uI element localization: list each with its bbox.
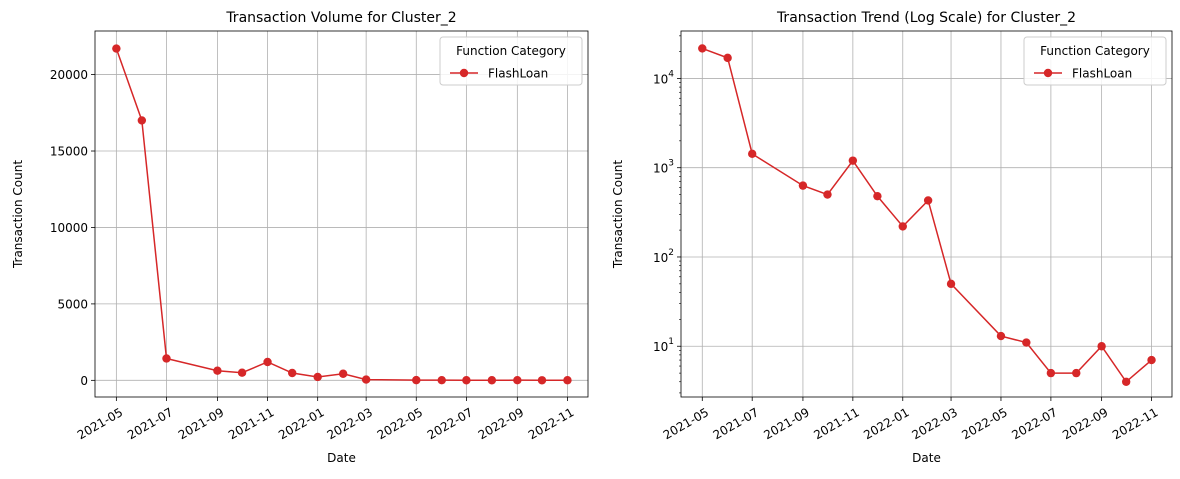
legend-title: Function Category: [456, 44, 566, 58]
data-point: [898, 222, 907, 231]
data-point: [162, 354, 171, 363]
data-point: [1072, 368, 1081, 378]
x-tick-label: 2022-01: [861, 405, 911, 442]
data-point: [361, 375, 371, 384]
data-point: [487, 376, 497, 385]
y-tick-label: 20000: [50, 68, 88, 82]
data-point: [698, 44, 707, 53]
legend-swatch-marker: [459, 68, 469, 78]
data-point: [462, 376, 471, 385]
y-tick-exponent: 3: [668, 159, 674, 169]
x-axis-label: Date: [327, 451, 356, 465]
x-tick-label: 2022-05: [375, 405, 425, 442]
x-tick-label: 2022-11: [1110, 405, 1160, 442]
x-tick-label: 2022-11: [526, 405, 576, 442]
y-tick-base: 10: [653, 72, 668, 86]
y-tick-label: 102: [653, 248, 674, 265]
data-point: [1046, 368, 1056, 378]
y-tick-label: 104: [653, 69, 674, 86]
data-point: [946, 279, 956, 289]
y-tick-label: 0: [80, 374, 88, 388]
data-point: [996, 331, 1006, 341]
y-tick-label: 10000: [50, 221, 88, 235]
x-tick-label: 2022-03: [325, 405, 375, 442]
x-tick-label: 2021-11: [811, 405, 861, 442]
data-point: [137, 116, 147, 125]
x-tick-label: 2021-07: [125, 405, 175, 442]
data-point: [513, 375, 522, 385]
x-tick-label: 2021-09: [761, 405, 811, 442]
legend-entry-label: FlashLoan: [488, 67, 548, 81]
data-point: [112, 44, 121, 53]
x-tick-label: 2022-09: [476, 405, 526, 442]
y-tick-label: 15000: [50, 145, 88, 159]
y-tick-label: 5000: [57, 297, 88, 311]
x-tick-label: 2021-07: [711, 405, 761, 442]
plot-frame: [680, 30, 1173, 398]
y-tick-exponent: 1: [668, 337, 674, 347]
y-axis-label: Transaction Count: [611, 160, 625, 269]
data-point: [1022, 338, 1031, 347]
chart-transaction-trend-log: 2021-05 2021-07 2021-09 2021-11 2022-012022-…: [611, 10, 1173, 465]
y-tick-base: 10: [653, 251, 668, 265]
data-point: [1097, 342, 1106, 351]
x-tick-label: 2022-01: [276, 405, 326, 442]
legend-swatch-marker: [1043, 68, 1053, 78]
data-point: [747, 149, 757, 159]
data-point: [848, 156, 858, 165]
x-tick-label: 2022-07: [425, 405, 475, 442]
data-point: [1147, 355, 1156, 365]
x-tick-label: 2021-05: [661, 405, 711, 442]
data-point: [537, 376, 547, 385]
y-tick-base: 10: [653, 340, 668, 354]
legend-title: Function Category: [1040, 44, 1150, 58]
data-point: [823, 190, 832, 199]
plot-frame: [94, 30, 589, 398]
data-point: [723, 53, 732, 63]
x-tick-label: 2021-11: [226, 405, 276, 442]
series-line-flashloan: [115, 48, 568, 382]
y-tick-exponent: 2: [668, 248, 674, 258]
data-point: [437, 375, 446, 385]
x-axis-label: Date: [912, 451, 941, 465]
data-point: [338, 369, 348, 378]
chart-transaction-volume: 2021-05 2021-07 2021-09 2021-11 2022-012022-…: [11, 10, 589, 465]
y-axis-label: Transaction Count: [11, 160, 25, 269]
data-point: [1121, 377, 1131, 386]
legend-entry-label: FlashLoan: [1072, 67, 1132, 81]
x-tick-label: 2022-09: [1060, 405, 1110, 442]
x-tick-label: 2022-05: [959, 405, 1009, 442]
x-tick-label: 2022-03: [910, 405, 960, 442]
x-tick-label: 2021-05: [75, 405, 125, 442]
data-point: [288, 368, 297, 378]
y-tick-base: 10: [653, 162, 668, 176]
series-line-flashloan: [702, 47, 1153, 383]
x-tick-label: 2021-09: [176, 405, 226, 442]
data-point: [213, 366, 222, 375]
data-point: [263, 357, 272, 367]
data-point: [563, 376, 572, 385]
data-point: [412, 375, 421, 385]
chart-title: Transaction Trend (Log Scale) for Cluste…: [776, 10, 1076, 26]
y-tick-exponent: 4: [668, 69, 674, 79]
data-point: [873, 191, 882, 201]
data-point: [798, 181, 808, 190]
data-point: [923, 196, 933, 205]
y-tick-label: 101: [653, 337, 674, 354]
chart-title: Transaction Volume for Cluster_2: [225, 10, 456, 26]
x-tick-label: 2022-07: [1009, 405, 1059, 442]
data-point: [237, 368, 247, 377]
data-point: [313, 372, 322, 382]
y-tick-label: 103: [653, 159, 674, 176]
